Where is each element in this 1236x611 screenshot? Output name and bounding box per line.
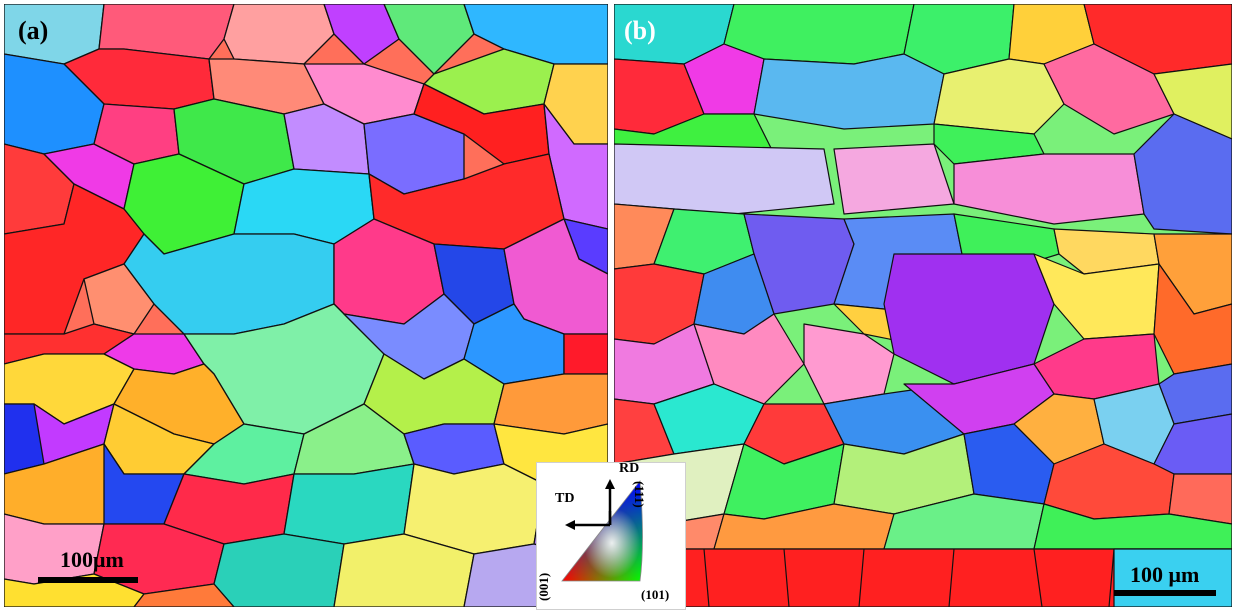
panel-label-a: (a): [18, 16, 49, 45]
scale-label-b: 100 μm: [1130, 562, 1200, 587]
corner-001-label: (001): [536, 572, 551, 601]
panel-label-b: (b): [624, 16, 656, 45]
rd-label: RD: [619, 461, 640, 476]
axis-arrows: [565, 479, 615, 530]
scale-label-a: 100μm: [60, 547, 124, 572]
scale-bar-b: [1114, 590, 1216, 596]
td-label: TD: [555, 491, 575, 506]
ebsd-map-b: (b) 100 μm: [614, 4, 1232, 607]
ipf-legend-graphic: [561, 479, 643, 582]
grain-map-a: [4, 4, 608, 607]
ebsd-map-a: (a) 100μm: [4, 4, 608, 607]
scale-bar-a: [38, 577, 138, 583]
ipf-legend: RD TD (111) (001) (101): [536, 461, 686, 610]
corner-111-label: (111): [632, 481, 647, 508]
grain-map-b: [614, 4, 1232, 607]
corner-101-label: (101): [641, 587, 670, 602]
